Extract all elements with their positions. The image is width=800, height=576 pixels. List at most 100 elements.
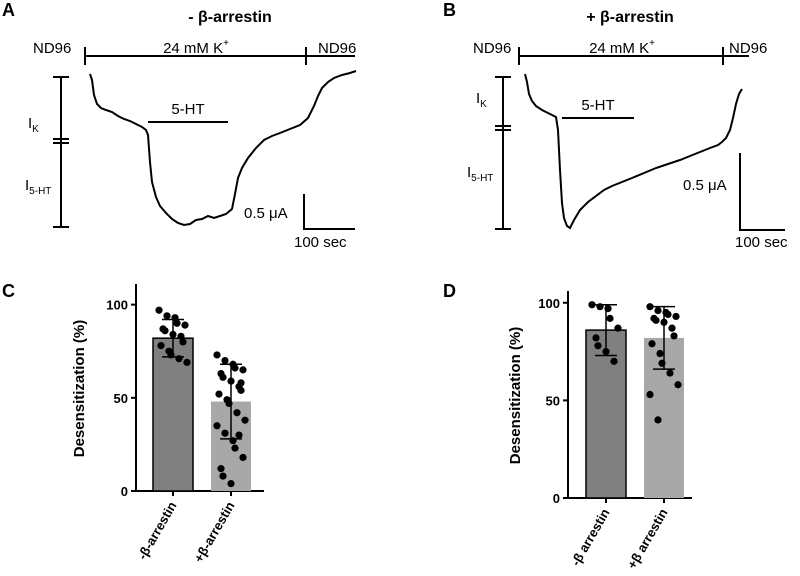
data-point-0-0-10	[157, 342, 165, 350]
panel-a: A - β-arrestin ND96 24 mM K+ ND96 IK I5-…	[2, 0, 356, 251]
data-point-1-1-10	[648, 340, 656, 348]
panel-a-title: - β-arrestin	[188, 9, 272, 26]
y-axis-label-0: Desensitization (%)	[71, 320, 88, 458]
data-point-1-1-13	[666, 369, 674, 377]
panel-label-d: D	[443, 281, 456, 301]
data-point-1-1-15	[646, 390, 654, 399]
data-point-0-1-13	[233, 409, 241, 417]
data-point-0-1-16	[221, 429, 229, 437]
data-point-0-1-10	[215, 390, 223, 398]
solution-label-b-left: ND96	[473, 40, 511, 57]
i5ht-a-main: I	[25, 177, 29, 194]
data-point-0-0-3	[173, 319, 181, 327]
panel-label-c: C	[2, 281, 15, 301]
ik-a-sub: K	[32, 124, 39, 135]
panel-label-b: B	[443, 0, 456, 20]
bar-chart-d: 0 50 100 Desensitization (%) -β arrestin +β a…	[507, 291, 692, 571]
current-trace-b	[524, 73, 743, 230]
data-point-0-1-15	[213, 422, 221, 430]
data-point-0-0-14	[183, 358, 191, 367]
data-point-0-0-8	[177, 332, 185, 340]
data-point-1-0-8	[610, 357, 618, 365]
i5ht-label-b: I5-HT	[467, 164, 493, 184]
solution-label-b-mid: 24 mM K+	[589, 38, 655, 57]
data-point-0-0-6	[161, 327, 169, 335]
data-point-1-1-6	[652, 316, 660, 324]
data-point-0-1-1	[221, 356, 229, 365]
y-tick-label-0-2: 100	[106, 298, 128, 313]
y-tick-label-1-1: 50	[546, 393, 560, 408]
data-point-0-1-4	[239, 366, 247, 374]
data-point-0-1-18	[231, 444, 239, 452]
ik-a-main: I	[28, 115, 32, 132]
ik-b-sub: K	[480, 99, 487, 110]
y-axis-label-1: Desensitization (%)	[507, 327, 524, 465]
data-point-0-1-14	[241, 416, 249, 424]
data-point-0-1-24	[237, 379, 245, 387]
drug-label-a: 5-HT	[171, 101, 204, 118]
x-category-label-0-0: -β-arrestin	[134, 499, 179, 562]
x-category-label-1-1: +β arrestin	[624, 506, 670, 571]
data-point-1-1-8	[668, 324, 676, 332]
solution-label-a-mid: 24 mM K+	[163, 38, 229, 57]
bar-1-0	[585, 329, 627, 499]
data-point-1-1-9	[670, 332, 678, 340]
bar-chart-c: 0 50 100 Desensitization (%) -β-arrestin +β-a…	[71, 284, 264, 565]
data-point-1-0-3	[606, 314, 614, 322]
scale-current-a: 0.5 μA	[244, 205, 288, 222]
panel-b-title: + β-arrestin	[586, 9, 674, 26]
solution-label-a-right: ND96	[318, 40, 356, 57]
y-tick-label-1-0: 0	[553, 491, 560, 506]
data-point-0-0-0	[155, 306, 163, 314]
current-trace-a	[89, 70, 357, 227]
panel-label-a: A	[2, 0, 15, 20]
i5ht-b-sub: 5-HT	[471, 173, 493, 184]
i5ht-b-main: I	[467, 164, 471, 181]
scale-current-b: 0.5 μA	[683, 177, 727, 194]
drug-label-b: 5-HT	[581, 97, 614, 114]
data-point-1-1-4	[672, 312, 680, 321]
solution-a-mid-sup: +	[223, 38, 229, 49]
data-point-0-1-22	[227, 479, 235, 488]
data-point-1-1-0	[646, 303, 654, 311]
y-tick-label-1-2: 100	[538, 296, 560, 311]
data-point-1-1-1	[654, 306, 662, 315]
data-point-1-0-5	[592, 334, 600, 342]
data-point-1-1-11	[656, 349, 664, 358]
data-point-1-1-16	[654, 416, 662, 424]
ik-label-a: IK	[28, 115, 39, 135]
solution-label-b-right: ND96	[729, 40, 767, 57]
solution-a-mid-text: 24 mM K	[163, 40, 223, 57]
data-point-0-1-0	[213, 351, 221, 359]
x-category-label-0-1: +β-arrestin	[191, 499, 238, 565]
data-point-1-0-6	[594, 342, 602, 350]
panel-b: B + β-arrestin ND96 24 mM K+ ND96 IK I5-…	[443, 0, 788, 251]
data-point-0-0-4	[181, 321, 189, 329]
data-point-0-0-9	[179, 338, 187, 346]
data-point-0-1-21	[219, 472, 227, 480]
data-point-0-1-19	[239, 453, 247, 462]
solution-label-a-left: ND96	[33, 40, 71, 57]
x-category-label-1-0: -β arrestin	[568, 506, 613, 569]
data-point-1-0-0	[588, 301, 596, 309]
data-point-1-1-14	[674, 381, 682, 389]
data-point-0-1-6	[219, 373, 227, 381]
i5ht-label-a: I5-HT	[25, 177, 51, 197]
data-point-0-1-23	[235, 431, 243, 439]
solution-b-mid-sup: +	[649, 38, 655, 49]
ik-label-b: IK	[476, 90, 487, 110]
data-point-1-0-4	[614, 324, 622, 332]
data-point-0-0-1	[163, 312, 171, 320]
data-point-0-1-9	[237, 386, 245, 394]
i5ht-a-sub: 5-HT	[29, 186, 51, 197]
data-point-0-1-3	[231, 364, 239, 372]
y-tick-label-0-1: 50	[114, 391, 128, 406]
data-point-1-1-3	[664, 310, 672, 319]
data-point-0-1-20	[217, 465, 225, 473]
scale-time-b: 100 sec	[735, 234, 788, 251]
solution-b-mid-text: 24 mM K	[589, 40, 649, 57]
ik-b-main: I	[476, 90, 480, 107]
scale-time-a: 100 sec	[294, 234, 347, 251]
y-tick-label-0-0: 0	[121, 484, 128, 499]
